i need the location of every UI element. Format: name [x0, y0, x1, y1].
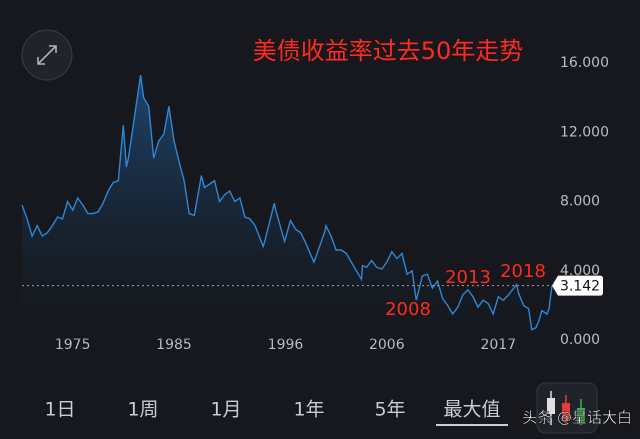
- last-value-box: [552, 275, 603, 296]
- chart-title: 美债收益率过去50年走势: [253, 37, 524, 65]
- area: [22, 75, 552, 340]
- annotation: 2018: [500, 261, 546, 282]
- last-value-label: 3.142: [560, 279, 600, 295]
- x-tick-label: 2017: [480, 337, 516, 353]
- x-tick-label: 1975: [55, 337, 91, 353]
- x-tick-label: 1996: [268, 337, 304, 353]
- candle-body: [577, 408, 585, 424]
- annotation: 2013: [445, 267, 491, 288]
- tab[interactable]: 1日: [44, 399, 75, 421]
- tab[interactable]: 1月: [210, 399, 241, 421]
- watermark: 头条 @星话大白: [522, 409, 632, 427]
- x-tick-label: 1985: [156, 337, 192, 353]
- candle-body: [562, 403, 570, 419]
- annotation: 2008: [385, 299, 431, 320]
- y-tick-label: 4.000: [560, 263, 600, 279]
- y-tick-label: 8.000: [560, 194, 600, 210]
- expand-button[interactable]: [21, 29, 73, 81]
- tab[interactable]: 最大值: [443, 399, 500, 421]
- line: [21, 74, 553, 331]
- y-tick-label: 0.000: [560, 332, 600, 348]
- x-tick-label: 2006: [369, 337, 405, 353]
- tab[interactable]: 5年: [374, 399, 405, 421]
- y-tick-label: 16.000: [560, 55, 609, 71]
- candle-body: [547, 398, 555, 414]
- tab[interactable]: 1周: [127, 399, 158, 421]
- y-tick-label: 12.000: [560, 124, 609, 140]
- tab[interactable]: 1年: [293, 399, 324, 421]
